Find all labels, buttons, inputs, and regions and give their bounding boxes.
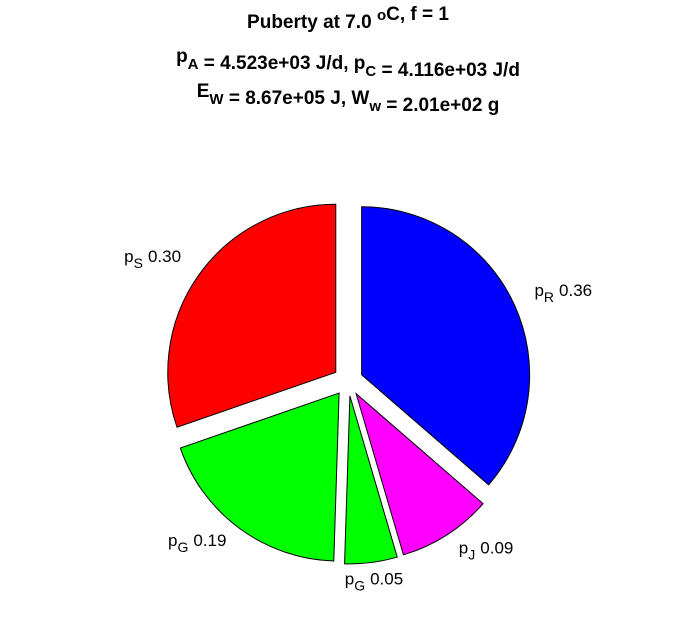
- title-text: = 2.01e+02 g: [381, 95, 499, 116]
- title-text: p: [176, 46, 188, 67]
- slice-label: pJ 0.09: [459, 538, 514, 562]
- title-superscript: o: [377, 7, 386, 24]
- slice-label-value: 0.05: [370, 569, 403, 588]
- title-text: = 8.67e+05 J, W: [224, 88, 370, 109]
- chart-title: Puberty at 7.0 oC, f = 1: [247, 4, 449, 33]
- slice-label-subscript: S: [134, 255, 143, 271]
- slice-label-base: p: [345, 569, 354, 588]
- slice-label-value: 0.19: [193, 531, 226, 550]
- slice-label-base: p: [168, 531, 177, 550]
- slice-label-subscript: G: [177, 539, 188, 555]
- slice-label-value: 0.30: [148, 247, 181, 266]
- pie-slice: [361, 206, 531, 486]
- chart-title: pA = 4.523e+03 J/d, pC = 4.116e+03 J/d: [176, 46, 520, 81]
- title-subscript: C: [365, 63, 376, 80]
- slice-label-value: 0.09: [480, 538, 513, 557]
- title-text: = 4.523e+03 J/d, p: [199, 53, 366, 74]
- slice-label-value: 0.36: [559, 281, 592, 300]
- slice-label-subscript: G: [354, 577, 365, 593]
- slice-label: pG 0.19: [168, 531, 226, 555]
- slice-label-base: p: [459, 538, 468, 557]
- title-text: Puberty at 7.0: [247, 12, 377, 33]
- title-text: C, f = 1: [386, 4, 449, 25]
- slice-label-base: p: [534, 281, 543, 300]
- title-text: E: [197, 81, 210, 102]
- slice-label-base: p: [124, 247, 133, 266]
- slice-label: pG 0.05: [345, 569, 403, 593]
- pie-slice: [167, 203, 337, 428]
- slice-label-subscript: R: [544, 289, 554, 305]
- slice-label-subscript: J: [468, 546, 475, 562]
- title-subscript: W: [209, 91, 224, 108]
- title-subscript: w: [368, 98, 381, 115]
- slice-label: pS 0.30: [124, 247, 181, 271]
- title-text: = 4.116e+03 J/d: [376, 60, 520, 81]
- slice-label: pR 0.36: [534, 281, 592, 305]
- title-subscript: A: [188, 56, 199, 73]
- pie-slice: [344, 395, 398, 565]
- pie-slice: [179, 392, 340, 562]
- chart-title: EW = 8.67e+05 J, Ww = 2.01e+02 g: [197, 81, 500, 116]
- pie-slice: [355, 392, 484, 556]
